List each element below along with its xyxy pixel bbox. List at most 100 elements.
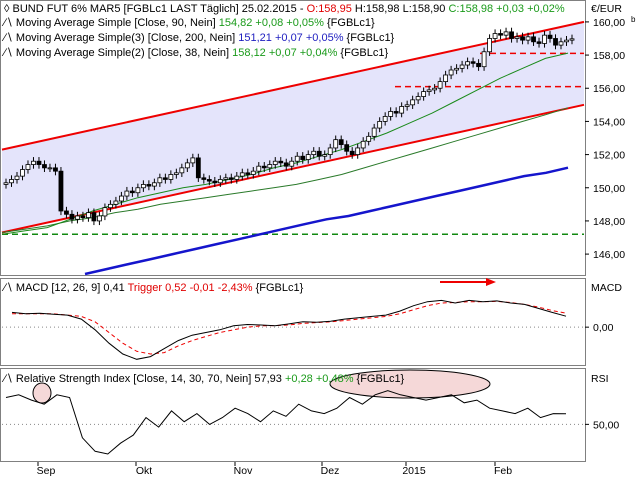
candle: [470, 57, 476, 68]
candle-body: [531, 36, 536, 43]
candle: [168, 170, 174, 184]
price-tick-label: 150,00: [593, 183, 625, 195]
macd-label: MACD [12, 26, 9] 0,41: [16, 282, 128, 294]
legend-ma90: ∕∖ Moving Average Simple [Close, 90, Nei…: [1, 17, 375, 29]
legend-ma90-ric: {FGBLc1}: [324, 17, 375, 29]
candle: [300, 152, 306, 164]
candle: [223, 173, 229, 184]
candle: [437, 77, 443, 93]
header-open: O:158,95: [307, 3, 352, 15]
candle: [58, 167, 64, 216]
x-tick-label: Feb: [494, 465, 512, 477]
candle: [399, 102, 405, 118]
macd-ric: {FGBLc1}: [253, 282, 304, 294]
rsi-ric: {FGBLc1}: [353, 373, 404, 385]
candle: [569, 34, 575, 45]
macd-legend: ∕∖ MACD [12, 26, 9] 0,41 Trigger 0,52 -0…: [1, 282, 304, 294]
candle-body: [124, 190, 130, 197]
candle-body: [388, 111, 394, 117]
candle-body: [487, 38, 492, 53]
candle-body: [443, 74, 449, 83]
macd-panel-frame: [0, 278, 586, 366]
candle: [184, 158, 190, 172]
candle-body: [80, 215, 86, 219]
legend-ma38-label: Moving Average Simple(2) [Close, 38, Nei…: [16, 47, 229, 59]
candle-body: [514, 36, 520, 39]
candle: [366, 132, 372, 146]
candle: [124, 186, 130, 201]
candle: [53, 163, 58, 176]
candle-body: [69, 213, 75, 220]
candle-body: [448, 69, 454, 76]
candle: [113, 196, 119, 209]
candle: [553, 34, 558, 50]
candle-body: [289, 160, 295, 167]
candle-body: [91, 212, 97, 222]
header-high-low: H:158,98 L:158,90: [352, 3, 449, 15]
candle: [294, 152, 300, 166]
candle: [47, 163, 53, 172]
macd-trigger: Trigger 0,52 -0,01 -2,43%: [128, 282, 253, 294]
legend-ma90-value: 154,82 +0,08 +0,05%: [219, 17, 324, 29]
candle-body: [415, 96, 421, 101]
candle-body: [283, 162, 289, 167]
candle: [525, 32, 531, 45]
candle-body: [151, 182, 157, 187]
candle-body: [113, 200, 119, 205]
x-tick-label: Okt: [136, 465, 152, 477]
candle: [421, 87, 427, 101]
candle-body: [492, 33, 498, 39]
candle: [415, 92, 421, 104]
candle-body: [404, 104, 410, 107]
candle-body: [245, 172, 251, 175]
candle: [278, 157, 284, 168]
candle-body: [42, 164, 47, 169]
candle: [239, 168, 245, 181]
candle-body: [322, 154, 328, 157]
candle-body: [410, 99, 416, 106]
price-tick-label: 148,00: [593, 216, 625, 228]
candle-body: [97, 215, 102, 222]
candle: [542, 31, 547, 48]
candle-body: [316, 150, 322, 157]
candle: [536, 37, 542, 48]
candle-body: [421, 91, 427, 97]
candle: [355, 143, 361, 159]
candle-body: [481, 51, 487, 68]
candle-body: [382, 116, 388, 122]
candle: [371, 123, 377, 141]
candle-body: [173, 172, 179, 175]
legend-ma200: ∕∖ Moving Average Simple(3) [Close, 200,…: [1, 32, 395, 44]
candle: [498, 29, 503, 40]
header-instrument: BUND FUT 6% MAR5 [FGBLc1 LAST Täglich] 2…: [13, 3, 307, 15]
macd-plot: [2, 278, 584, 360]
candle-body: [267, 164, 273, 169]
line-icon: ∕∖: [1, 17, 16, 29]
candle: [3, 178, 9, 189]
candle-body: [426, 89, 432, 92]
candle: [190, 153, 196, 168]
rsi-annotation-ellipse: [329, 369, 491, 399]
candle-body: [454, 67, 460, 71]
price-tick-label: 146,00: [593, 249, 625, 261]
x-tick-label: Sep: [37, 465, 56, 477]
candle-body: [239, 172, 245, 177]
candle-body: [355, 147, 361, 155]
candle: [9, 175, 14, 187]
candle: [426, 85, 432, 96]
line-icon: ∕∖: [1, 32, 16, 44]
legend-ma38-ric: {FGBLc1}: [337, 47, 388, 59]
rsi-axis-title: RSI: [591, 373, 609, 385]
candle: [509, 27, 514, 43]
candle: [228, 173, 234, 184]
candle-body: [53, 167, 58, 172]
candle: [558, 37, 564, 50]
rsi-plot: [2, 369, 584, 455]
candle: [410, 95, 416, 109]
candle: [311, 147, 317, 159]
chart-title: ◊ BUND FUT 6% MAR5 [FGBLc1 LAST Täglich]…: [4, 3, 565, 15]
candle: [201, 173, 207, 184]
price-tick-label: 158,00: [593, 50, 625, 62]
candle: [547, 31, 553, 43]
line-icon: ∕∖: [1, 47, 16, 59]
